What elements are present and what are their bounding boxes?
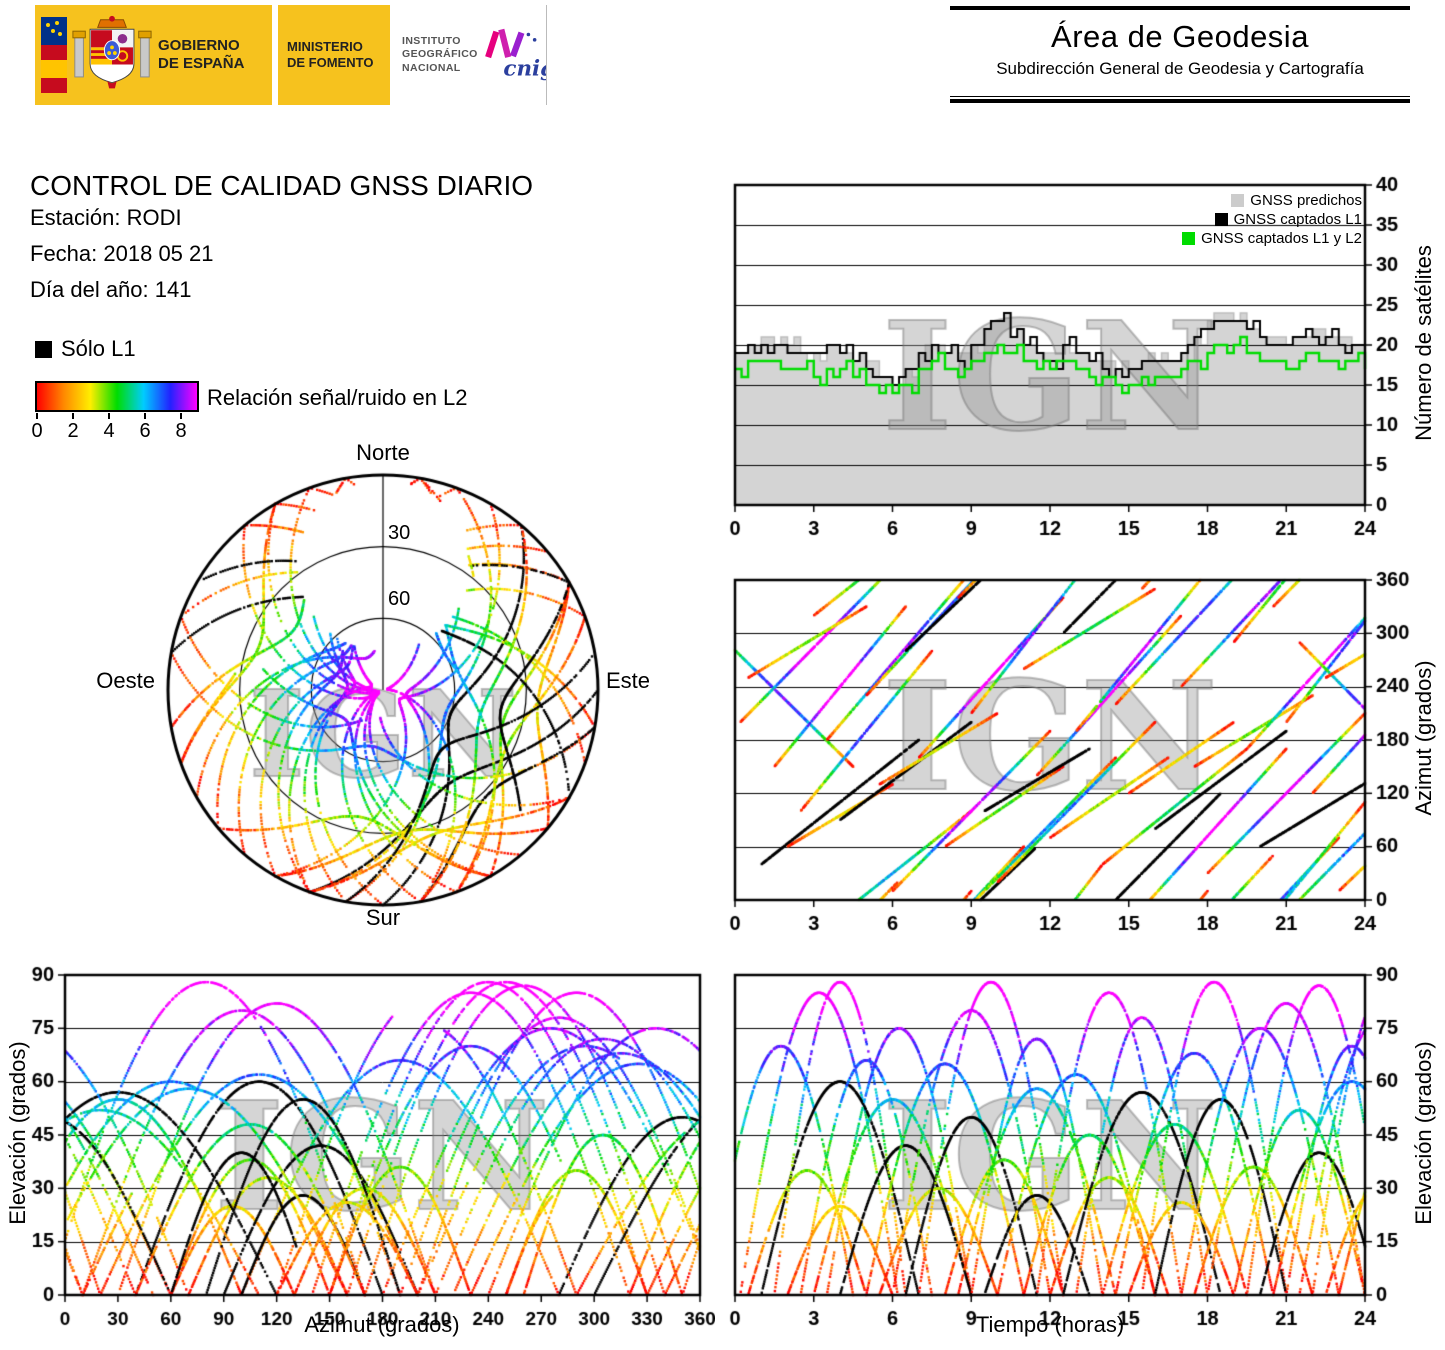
- instituto-line3: NACIONAL: [402, 61, 461, 74]
- snr-tick-icon: [72, 413, 74, 419]
- skyplot-south-label: Sur: [365, 905, 401, 930]
- date-label: Fecha:: [30, 241, 98, 266]
- snr-colorbar-ticks: 0 2 4 6 8: [31, 413, 205, 443]
- date-line: Fecha: 2018 05 21: [30, 241, 214, 267]
- snr-tick-0: 0: [31, 420, 43, 442]
- station-line: Estación: RODI: [30, 205, 182, 231]
- snr-tick-2: 2: [67, 420, 79, 442]
- skyplot-canvas: [118, 435, 648, 960]
- gobierno-line2: DE ESPAÑA: [158, 55, 245, 72]
- satellite-count-ylabel: Número de satélites: [1411, 245, 1436, 441]
- report-title: CONTROL DE CALIDAD GNSS DIARIO: [30, 170, 534, 201]
- doy-label: Día del año:: [30, 277, 149, 302]
- snr-colorbar-label: Relación señal/ruido en L2: [207, 385, 468, 410]
- legend-row-l1: GNSS captados L1: [1150, 210, 1362, 229]
- ministerio-line1: MINISTERIO: [287, 38, 363, 54]
- snr-tick-icon: [36, 413, 38, 419]
- station-label: Estación:: [30, 205, 121, 230]
- gobierno-text: GOBIERNO DE ESPAÑA: [158, 37, 244, 72]
- spain-coat-of-arms-icon: [72, 15, 152, 89]
- snr-tick-icon: [180, 413, 182, 419]
- elevation-time-ylabel: Elevación (grados): [1411, 1041, 1436, 1225]
- legend-row-predicted: GNSS predichos: [1150, 191, 1362, 210]
- predicted-label: GNSS predichos: [1250, 192, 1362, 209]
- ministerio-line2: DE FOMENTO: [287, 55, 374, 70]
- skyplot-ring-60-label: 60: [388, 588, 411, 610]
- elevation-time-chart-canvas: [725, 965, 1425, 1345]
- satellite-count-legend: GNSS predichos GNSS captados L1 GNSS cap…: [1150, 191, 1362, 248]
- doy-value: 141: [154, 277, 192, 302]
- elevation-azimuth-chart-canvas: [5, 965, 715, 1345]
- satellite-count-chart-canvas: [725, 175, 1425, 555]
- snr-tick-4: 4: [103, 420, 115, 442]
- l1-label: GNSS captados L1: [1233, 211, 1362, 228]
- gobierno-logo-box: GOBIERNO DE ESPAÑA: [35, 5, 272, 105]
- predicted-swatch-icon: [1231, 194, 1245, 207]
- area-title: Área de Geodesia: [1051, 19, 1309, 54]
- station-value: RODI: [126, 205, 182, 230]
- l1l2-label: GNSS captados L1 y L2: [1201, 230, 1362, 247]
- date-value: 2018 05 21: [103, 241, 214, 266]
- spain-eu-flag-icon: [41, 17, 67, 93]
- area-geodesia-box: Área de Geodesia Subdirección General de…: [950, 6, 1410, 103]
- cnig-logo-icon: cnig: [484, 28, 546, 82]
- snr-tick-icon: [108, 413, 110, 419]
- instituto-box: INSTITUTO GEOGRÁFICO NACIONAL cnig: [396, 5, 547, 105]
- gobierno-line1: GOBIERNO: [158, 37, 240, 55]
- skyplot-west-label: Oeste: [96, 668, 155, 693]
- snr-tick-6: 6: [139, 420, 151, 442]
- snr-colorbar: [35, 381, 199, 412]
- solo-l1-legend: Sólo L1: [35, 336, 136, 362]
- instituto-line2: GEOGRÁFICO: [402, 48, 478, 61]
- elevation-time-xlabel: Tiempo (horas): [975, 1312, 1125, 1337]
- area-subtitle: Subdirección General de Geodesia y Carto…: [996, 59, 1364, 78]
- azimuth-time-ylabel: Azimut (grados): [1411, 660, 1436, 816]
- skyplot-north-label: Norte: [356, 440, 410, 465]
- doy-line: Día del año: 141: [30, 277, 191, 303]
- solo-l1-label: Sólo L1: [61, 336, 136, 361]
- azimuth-time-chart-canvas: [725, 570, 1425, 940]
- snr-tick-8: 8: [175, 420, 187, 442]
- cnig-text: cnig: [503, 57, 546, 82]
- instituto-line1: INSTITUTO: [402, 34, 461, 47]
- elevation-azimuth-xlabel: Azimut (grados): [304, 1312, 460, 1337]
- l1l2-swatch-icon: [1182, 232, 1196, 245]
- elevation-azimuth-ylabel: Elevación (grados): [5, 1041, 30, 1225]
- instituto-text: INSTITUTO GEOGRÁFICO NACIONAL: [402, 35, 478, 76]
- ministerio-text: MINISTERIO DE FOMENTO: [287, 39, 373, 72]
- skyplot-east-label: Este: [606, 668, 651, 693]
- legend-row-l1l2: GNSS captados L1 y L2: [1150, 229, 1362, 248]
- ministerio-box: MINISTERIO DE FOMENTO: [278, 5, 390, 105]
- l1-swatch-icon: [1214, 213, 1228, 226]
- solo-l1-swatch-icon: [35, 340, 52, 358]
- skyplot-ring-30-label: 30: [388, 522, 411, 544]
- snr-tick-icon: [144, 413, 146, 419]
